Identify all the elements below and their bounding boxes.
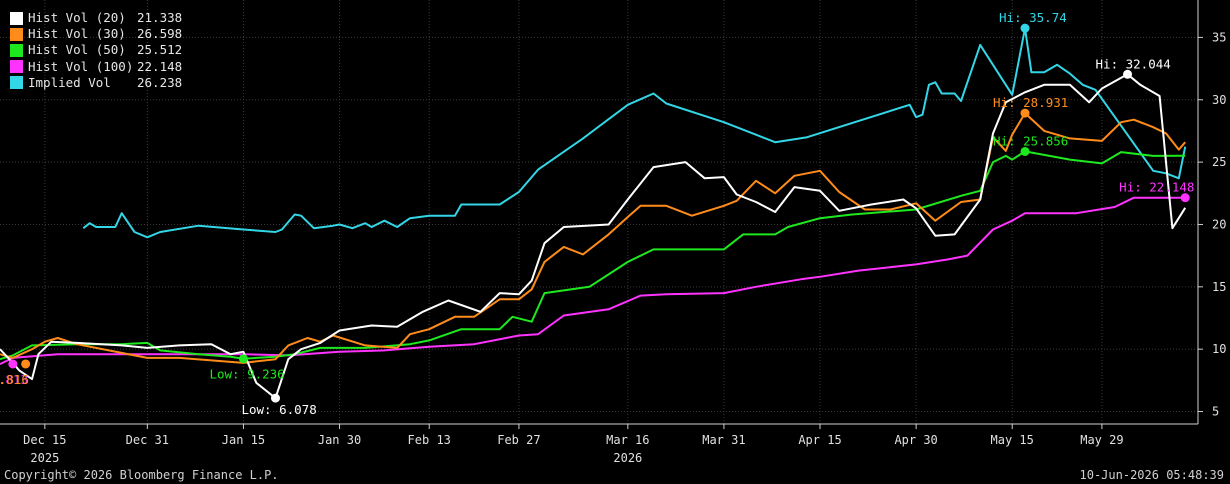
- legend-series-name: Hist Vol (100): [28, 58, 134, 74]
- legend-item: Hist Vol (30) 26.598: [10, 26, 182, 42]
- legend-swatch: [10, 76, 23, 90]
- annotation-label: Hi: 28.931: [993, 95, 1068, 110]
- y-tick-label: 15: [1212, 280, 1226, 294]
- legend-series-value: 21.338: [137, 10, 183, 25]
- legend: Hist Vol (20) 21.338 Hist Vol (30) 26.59…: [10, 10, 182, 91]
- series-line: [0, 112, 1186, 364]
- x-tick-label: May 29: [1080, 433, 1123, 447]
- legend-series-name: Hist Vol (30): [28, 26, 126, 42]
- x-tick-label: Apr 30: [894, 433, 937, 447]
- annotation-marker: [8, 359, 18, 369]
- annotation-label: Low: 8.813: [0, 372, 28, 387]
- y-tick-label: 35: [1212, 30, 1226, 44]
- legend-series-value: 26.238: [137, 74, 183, 90]
- annotation-label: Hi: 25.856: [993, 133, 1068, 148]
- legend-series-value: 22.148: [137, 58, 183, 74]
- legend-series-name: Hist Vol (20): [28, 10, 126, 25]
- legend-item: Hist Vol (100) 22.148: [10, 59, 182, 75]
- x-tick-label: Feb 13: [408, 433, 451, 447]
- annotation-marker: [1180, 193, 1190, 203]
- series-line: [0, 196, 1186, 365]
- annotation-label: Low: 6.078: [241, 402, 316, 417]
- annotation-label: Hi: 32.044: [1096, 56, 1171, 71]
- annotation-label: Low: 9.236: [209, 367, 284, 382]
- series-lines: [0, 27, 1187, 400]
- x-tick-label: Mar 16: [606, 433, 649, 447]
- annotation-marker: [1020, 108, 1030, 118]
- legend-item: Implied Vol 26.238: [10, 75, 182, 91]
- legend-series-name: Hist Vol (50): [28, 42, 126, 58]
- y-tick-label: 5: [1212, 405, 1219, 419]
- x-tick-label: Mar 31: [702, 433, 745, 447]
- timestamp-text: 10-Jun-2026 05:48:39: [1079, 468, 1225, 482]
- legend-series-value: 25.512: [137, 42, 183, 58]
- annotation-marker: [1020, 146, 1030, 156]
- y-tick-label: 25: [1212, 155, 1226, 169]
- x-year-label: 2026: [613, 451, 642, 465]
- annotation-marker: [21, 359, 31, 369]
- legend-item: Hist Vol (20) 21.338: [10, 10, 182, 26]
- annotation-label: Hi: 35.74: [999, 10, 1067, 25]
- copyright-text: Copyright© 2026 Bloomberg Finance L.P.: [4, 468, 279, 482]
- legend-item: Hist Vol (50) 25.512: [10, 42, 182, 58]
- x-tick-label: May 15: [991, 433, 1034, 447]
- series-line: [82, 27, 1187, 239]
- annotation-marker: [270, 393, 280, 403]
- legend-series-name: Implied Vol: [28, 74, 111, 90]
- legend-series-value: 26.598: [137, 26, 183, 42]
- y-tick-label: 20: [1212, 217, 1226, 231]
- x-tick-label: Dec 31: [126, 433, 169, 447]
- annotation-marker: [1020, 23, 1030, 33]
- x-year-label: 2025: [30, 451, 59, 465]
- x-tick-label: Jan 15: [222, 433, 265, 447]
- x-tick-label: Jan 30: [318, 433, 361, 447]
- x-tick-label: Apr 15: [798, 433, 841, 447]
- series-line: [0, 150, 1186, 361]
- annotation-label: Hi: 22.148: [1119, 180, 1194, 195]
- x-tick-label: Feb 27: [497, 433, 540, 447]
- legend-swatch: [10, 27, 23, 41]
- annotation-marker: [238, 354, 248, 364]
- series-line: [0, 73, 1187, 400]
- annotations: Hi: 35.74 Low: 8.813 Hi: 22.148 Low: 9.236 H…: [0, 10, 1194, 417]
- legend-swatch: [10, 60, 23, 74]
- legend-swatch: [10, 11, 23, 25]
- x-tick-label: Dec 15: [23, 433, 66, 447]
- annotation-marker: [1123, 69, 1133, 79]
- y-tick-label: 10: [1212, 342, 1226, 356]
- annotation-label: Low: 8.816: [0, 372, 29, 387]
- legend-swatch: [10, 44, 23, 57]
- y-tick-label: 30: [1212, 93, 1226, 107]
